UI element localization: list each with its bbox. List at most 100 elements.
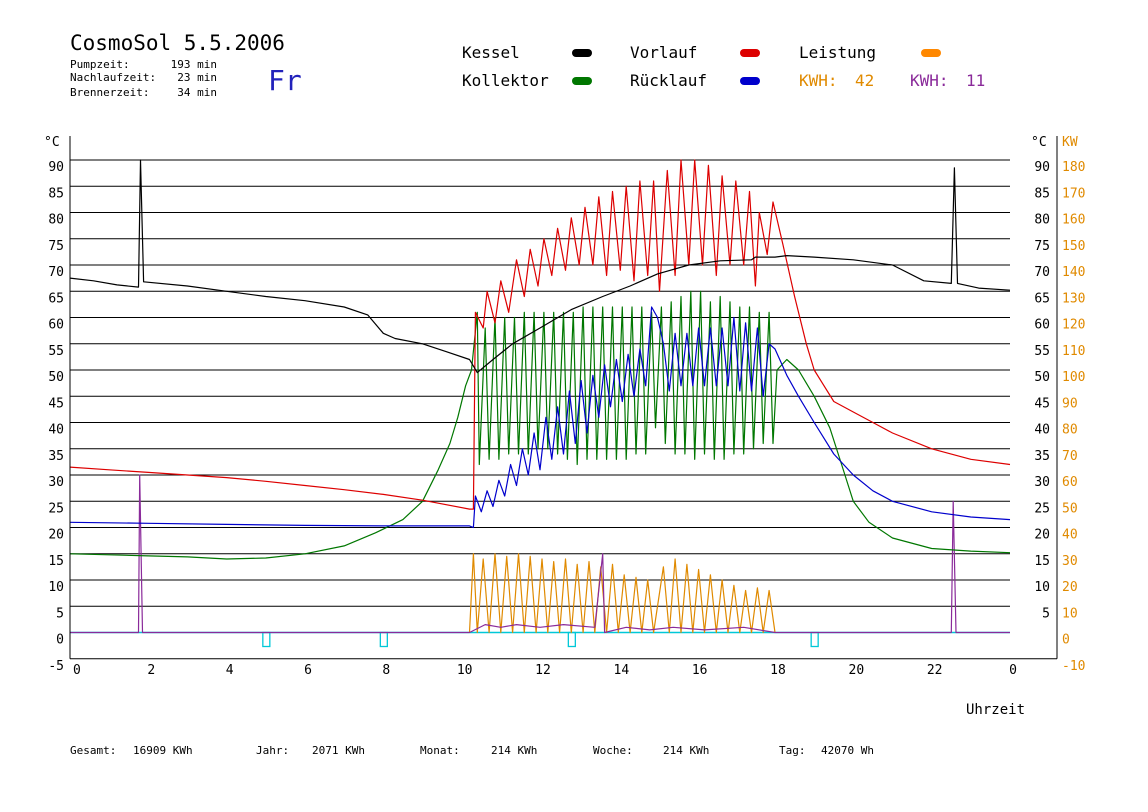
y-tick-right-power: 0 [1062,633,1070,648]
footer-value-woche: 214 KWh [663,744,709,757]
y-tick-right-power: 120 [1062,318,1085,333]
x-tick: 12 [535,663,551,678]
legend-label-ruecklauf: Rücklauf [630,71,707,90]
footer-value-tag: 42070 Wh [821,744,874,757]
series-line-vorlauf [69,159,1011,510]
y-tick-left: 5 [56,606,64,621]
footer-label-gesamt: Gesamt: [70,744,116,757]
y-tick-left: 45 [48,396,64,411]
series-line-brenner [70,474,1010,634]
day-label: Fr [268,64,302,97]
y-tick-right-temp: 10 [1034,580,1050,595]
y-tick-right-power: 50 [1062,501,1078,516]
legend-swatch-vorlauf [740,49,760,57]
y-tick-right-power: 10 [1062,606,1078,621]
x-tick: 14 [614,663,630,678]
y-tick-left: 10 [48,580,64,595]
kwh-value-brenner: 11 [966,71,985,90]
y-tick-right-power: 140 [1062,265,1085,280]
x-tick: 18 [770,663,786,678]
x-tick: 22 [927,663,943,678]
y-tick-right-power: 100 [1062,370,1085,385]
y-tick-left: 35 [48,449,64,464]
y-tick-left: 25 [48,501,64,516]
y-tick-right-power: 90 [1062,396,1078,411]
y-tick-left: 20 [48,528,64,543]
footer-value-monat: 214 KWh [491,744,537,757]
legend-label-kessel: Kessel [462,43,520,62]
y-tick-left: 70 [48,265,64,280]
footer: Gesamt: 16909 KWh Jahr: 2071 KWh Monat: … [70,744,874,757]
stat-value-brenner: 34 min [177,86,217,99]
y-tick-right-temp: 25 [1034,501,1050,516]
pump-marker [810,631,819,648]
series [69,159,1011,634]
pump-marker [262,631,271,648]
footer-label-monat: Monat: [420,744,460,757]
legend-swatch-ruecklauf [740,77,760,85]
y-tick-right-power: 180 [1062,160,1085,175]
x-tick: 10 [457,663,473,678]
y-tick-left: 85 [48,186,64,201]
y-tick-left: 30 [48,475,64,490]
y-tick-right-power: 160 [1062,213,1085,228]
y-tick-left: 50 [48,370,64,385]
y-tick-right-power: 80 [1062,423,1078,438]
y-tick-right-temp: 20 [1034,528,1050,543]
footer-label-jahr: Jahr: [256,744,289,757]
footer-value-jahr: 2071 KWh [312,744,365,757]
y-tick-right-temp: 70 [1034,265,1050,280]
x-tick: 6 [304,663,312,678]
series-line-ruecklauf [69,306,1011,529]
y-tick-left: 55 [48,344,64,359]
pump-marker [379,631,388,648]
x-tick: 0 [1009,663,1017,678]
stat-value-nachlauf: 23 min [177,71,217,84]
y-tick-right-power: 40 [1062,528,1078,543]
y-axis-unit-right-temp: °C [1031,135,1047,150]
y-tick-left: 40 [48,423,64,438]
kwh-label-solar: KWH: [799,71,838,90]
kwh-label-brenner: KWH: [910,71,949,90]
legend-label-leistung: Leistung [799,43,876,62]
y-tick-right-temp: 15 [1034,554,1050,569]
legend-label-kollektor: Kollektor [462,71,549,90]
y-tick-left: 60 [48,318,64,333]
x-tick: 20 [849,663,865,678]
y-tick-right-temp: 90 [1034,160,1050,175]
y-tick-right-temp: 35 [1034,449,1050,464]
y-tick-left: 0 [56,633,64,648]
y-tick-right-power: 20 [1062,580,1078,595]
y-tick-right-temp: 40 [1034,423,1050,438]
x-tick: 2 [147,663,155,678]
footer-label-woche: Woche: [593,744,633,757]
y-tick-left: 80 [48,213,64,228]
legend: Kessel Vorlauf Leistung Kollektor Rückla… [462,43,985,90]
x-tick: 4 [226,663,234,678]
header: CosmoSol 5.5.2006 Fr Pumpzeit: 193 min N… [70,31,302,99]
series-line-leistung [468,553,776,634]
y-tick-right-temp: 65 [1034,291,1050,306]
axes [69,136,1058,660]
y-tick-right-power: 110 [1062,344,1085,359]
y-tick-right-power: 30 [1062,554,1078,569]
y-axis-unit-right-power: KW [1062,135,1078,150]
y-tick-right-temp: 55 [1034,344,1050,359]
y-tick-right-power: 170 [1062,186,1085,201]
y-tick-right-power: 70 [1062,449,1078,464]
series-line-kollektor [69,290,1011,560]
series-line-kessel [69,159,1011,374]
pump-marker [567,631,576,648]
y-tick-right-temp: 30 [1034,475,1050,490]
y-tick-right-temp: 45 [1034,396,1050,411]
stat-value-pump: 193 min [171,58,217,71]
legend-label-vorlauf: Vorlauf [630,43,697,62]
legend-swatch-leistung [921,49,941,57]
x-tick: 8 [382,663,390,678]
y-tick-right-power: 130 [1062,291,1085,306]
pump-markers [262,631,819,648]
y-tick-left: 90 [48,160,64,175]
x-tick: 0 [73,663,81,678]
stat-label-nachlauf: Nachlaufzeit: [70,71,156,84]
